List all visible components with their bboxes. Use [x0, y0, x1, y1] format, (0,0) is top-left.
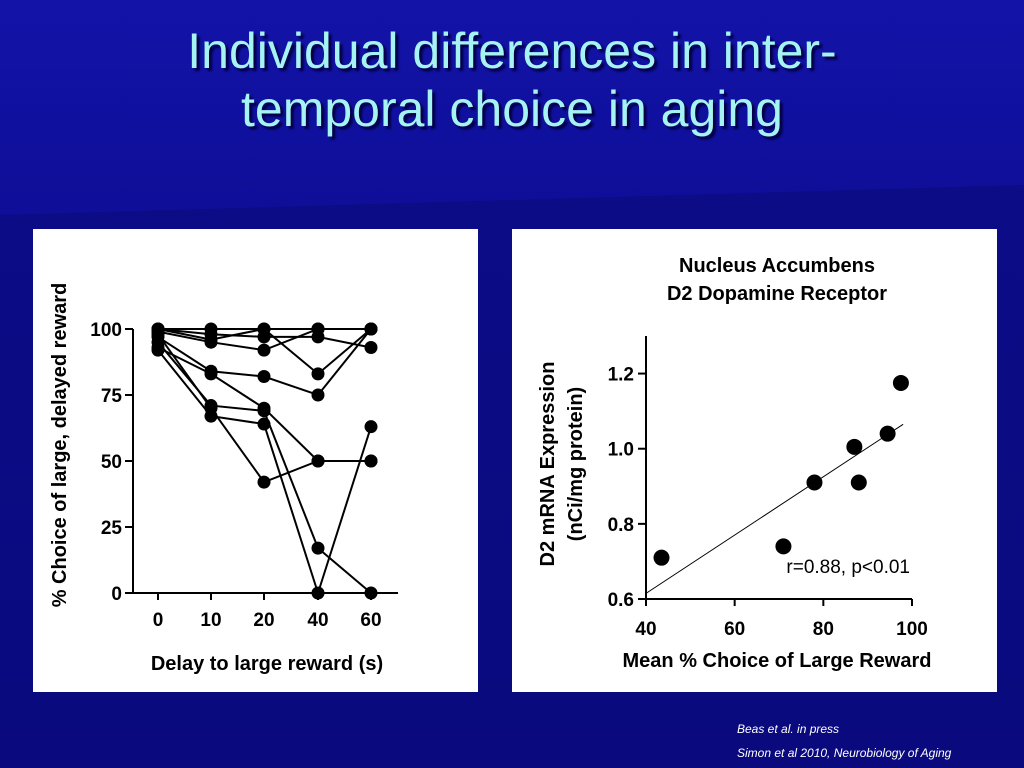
data-point-s4-4 [311, 322, 325, 336]
scatter-point-1 [653, 549, 670, 566]
scatter-point-7 [892, 374, 909, 391]
data-point-s8-1 [151, 343, 165, 357]
delay-choice-chart-panel: 0 25 50 75 100 0 10 20 40 60 Delay to large reward… [33, 229, 478, 692]
scatter-point-6 [879, 425, 896, 442]
y-tick-label: 50 [101, 452, 122, 473]
data-point-s4-2 [204, 335, 218, 349]
x-tick-label: 40 [635, 619, 656, 640]
scatter-point-5 [850, 474, 867, 491]
delay-choice-chart: 0 25 50 75 100 0 10 20 40 60 Delay to large reward… [49, 283, 398, 675]
data-point-s4-3 [257, 343, 271, 357]
x-tick-label: 20 [253, 610, 274, 631]
data-point-s7-5 [364, 586, 378, 600]
y-tick-label: 0.8 [608, 515, 634, 536]
x-axis-title: Mean % Choice of Large Reward [623, 650, 932, 672]
x-axis-title: Delay to large reward (s) [151, 653, 383, 675]
chart-subtitle: D2 Dopamine Receptor [667, 283, 887, 305]
data-point-s3-3 [257, 322, 271, 336]
correlation-annotation: r=0.88, p<0.01 [786, 557, 910, 578]
y-axis-title: % Choice of large, delayed reward [49, 283, 71, 608]
y-axis-title-line2: (nCi/mg protein) [565, 387, 587, 541]
scatter-point-3 [806, 474, 823, 491]
scatter-point-4 [846, 438, 863, 455]
data-point-s9-4 [311, 454, 325, 468]
title-line-1: Individual differences in inter- [187, 23, 837, 79]
y-tick-label: 100 [90, 320, 122, 341]
x-tick-label: 80 [813, 619, 834, 640]
x-tick-label: 0 [153, 610, 164, 631]
data-point-s5-5 [364, 322, 378, 336]
y-tick-label: 75 [101, 386, 123, 407]
slide-title: Individual differences in inter- tempora… [0, 22, 1024, 138]
citation-2: Simon et al 2010, Neurobiology of Aging [737, 746, 952, 760]
x-tick-label: 60 [360, 610, 381, 631]
data-point-s5-4 [311, 388, 325, 402]
data-point-s7-3 [257, 404, 271, 418]
title-band [0, 0, 1024, 215]
x-tick-label: 10 [200, 610, 221, 631]
series-line-8 [157, 349, 372, 597]
title-line-2: temporal choice in aging [241, 81, 783, 137]
fit-line [645, 423, 904, 594]
data-point-s8-4 [311, 586, 325, 600]
data-point-s8-3 [257, 417, 271, 431]
data-point-s7-4 [311, 541, 325, 555]
chart-title: Nucleus Accumbens [679, 255, 875, 277]
d2-scatter-chart-panel: Nucleus Accumbens D2 Dopamine Receptor 0.6… [512, 229, 997, 692]
data-point-s6-2 [204, 367, 218, 381]
data-point-s3-4 [311, 367, 325, 381]
data-point-s2-5 [364, 340, 378, 354]
data-point-s8-5 [364, 420, 378, 434]
data-point-s5-3 [257, 370, 271, 384]
y-tick-label: 0 [111, 584, 122, 605]
data-point-s9-2 [204, 401, 218, 415]
data-point-s9-3 [257, 475, 271, 489]
x-tick-label: 100 [896, 619, 928, 640]
y-tick-label: 25 [101, 518, 123, 539]
scatter-point-2 [775, 538, 792, 555]
data-point-s9-1 [151, 327, 165, 341]
y-tick-label: 1.2 [608, 365, 634, 386]
x-tick-label: 60 [724, 619, 745, 640]
x-tick-label: 40 [307, 610, 328, 631]
y-tick-label: 1.0 [608, 440, 634, 461]
data-point-s9-5 [364, 454, 378, 468]
citation-1: Beas et al. in press [737, 722, 840, 736]
y-axis-title-line1: D2 mRNA Expression [537, 362, 559, 567]
y-tick-label: 0.6 [608, 590, 634, 611]
d2-scatter-chart: Nucleus Accumbens D2 Dopamine Receptor 0.6… [537, 255, 932, 672]
